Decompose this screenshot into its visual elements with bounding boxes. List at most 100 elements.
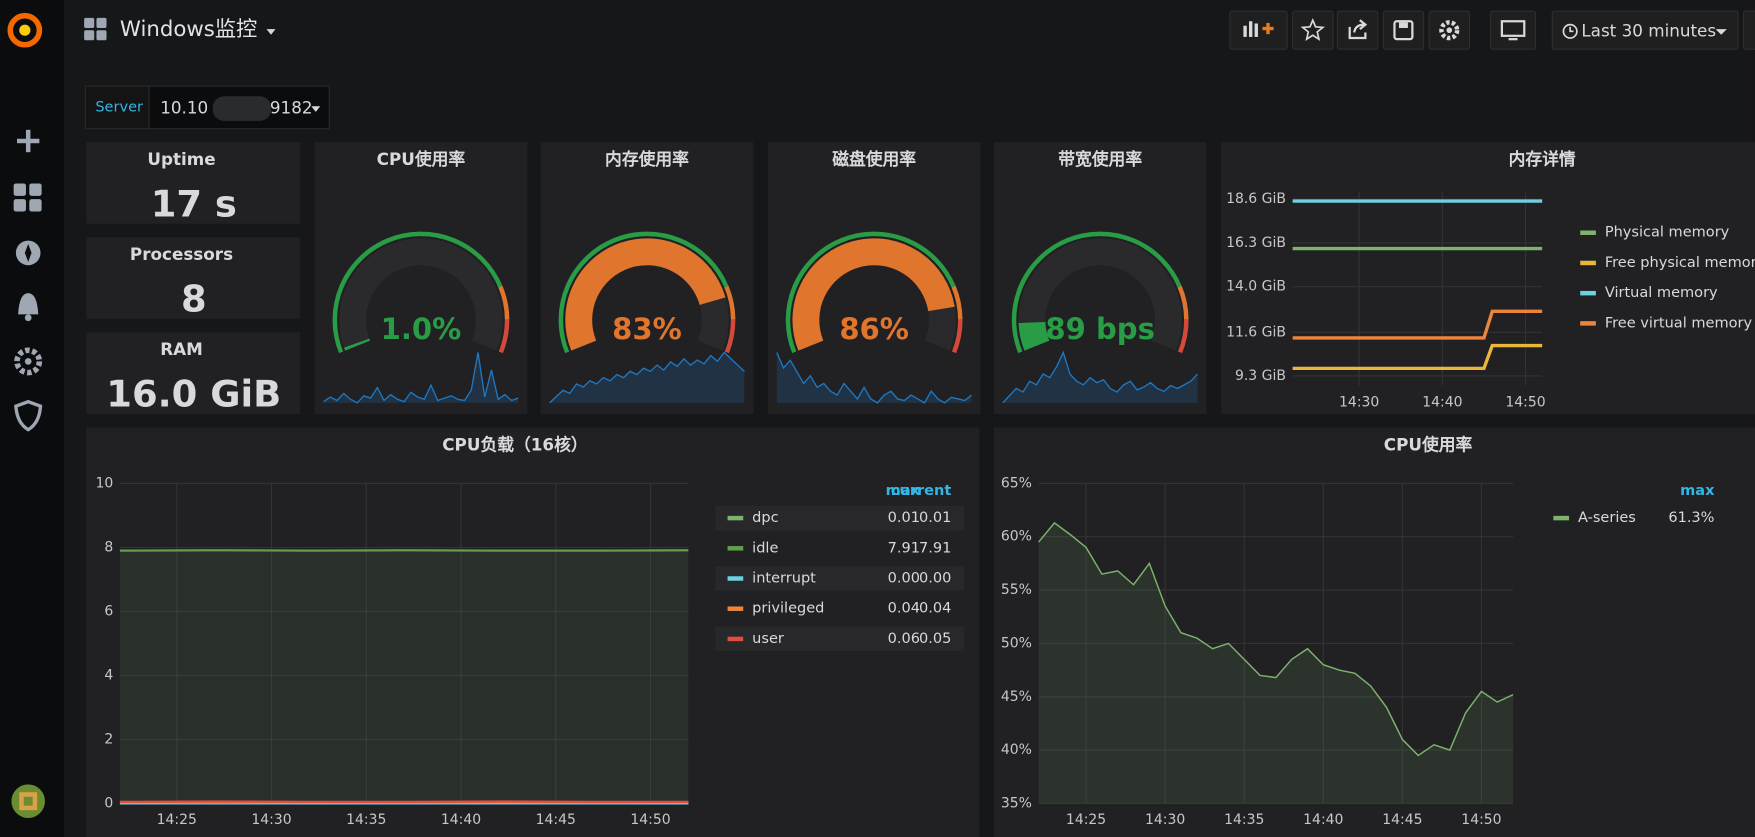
gauge-track [339,238,503,351]
config-icon[interactable] [14,347,43,376]
legend-label[interactable]: interrupt [752,571,816,587]
y-tick-label: 2 [104,731,113,747]
legend-swatch [1580,230,1596,235]
legend-swatch [727,636,744,642]
y-tick-label: 6 [104,603,113,619]
panel-title: 内存详情 [1509,149,1576,169]
legend-swatch [1553,515,1570,521]
legend-label[interactable]: user [752,631,784,647]
x-tick-label: 14:30 [1339,394,1379,410]
x-tick-label: 14:50 [630,812,670,828]
server-variable[interactable]: Server 10.10 9182 [84,85,330,130]
dashboard-title[interactable]: Windows监控 [120,17,257,42]
threshold-arc [1011,231,1182,354]
legend-value: 0.00 [919,571,951,587]
stat-value: 16.0 GiB [106,373,281,416]
create-icon[interactable] [17,129,40,153]
legend-label[interactable]: idle [752,540,778,556]
legend-value: 0.01 [919,510,951,526]
y-tick-label: 35% [1001,795,1032,811]
legend-value: 7.91 [888,540,920,556]
sparkline [776,352,972,404]
time-picker[interactable]: Last 30 minutes [1551,10,1739,50]
x-tick-label: 14:30 [1145,812,1185,828]
dashboard-picker[interactable]: Windows监控 [84,17,276,42]
gauge-bar [792,238,955,351]
toolbar: Last 30 minutes [1229,10,1755,50]
legend-swatch [727,576,744,581]
gauge-value: 83% [612,312,682,346]
variable-value-start[interactable]: 10.10 [160,98,208,118]
legend-swatch [1580,290,1596,296]
panel [540,142,754,415]
sparkline [549,351,745,404]
legend-row [715,566,964,591]
panel-title: CPU使用率 [1384,434,1473,454]
legend-label[interactable]: A-series [1578,510,1636,526]
x-tick-label: 14:30 [251,812,291,828]
x-tick-label: 14:35 [1224,812,1264,828]
sparkline-area [1002,352,1198,403]
threshold-arc [498,285,510,320]
time-range[interactable]: Last 30 minutes [1581,20,1716,40]
gauge-value: 1.0% [381,312,462,346]
sparkline-area [549,352,745,403]
stat-title: Uptime [147,149,215,169]
legend-header: max [1680,483,1715,499]
legend-label[interactable]: Free physical memory [1605,255,1755,271]
sparkline-area [776,352,972,403]
panel-title: CPU使用率 [377,149,466,169]
alerting-icon[interactable] [18,293,39,322]
panel [86,332,301,415]
legend-value: 0.06 [888,631,920,647]
admin-icon[interactable] [14,399,43,432]
panel [767,142,981,415]
gauge-value: 89 bps [1045,312,1155,346]
redacted [212,96,272,121]
legend-header: max [886,483,921,499]
panel [993,142,1207,415]
legend-label[interactable]: Free virtual memory [1605,315,1753,331]
y-tick-label: 65% [1001,475,1032,491]
legend-label[interactable]: dpc [752,510,778,526]
panel [86,237,301,319]
legend-label[interactable]: Virtual memory [1605,285,1718,301]
y-tick-label: 18.6 GiB [1226,191,1286,207]
panel [86,142,301,224]
threshold-arc [785,231,956,354]
star-button[interactable] [1292,10,1334,50]
save-button[interactable] [1382,10,1425,50]
y-tick-label: 45% [1001,689,1032,705]
legend-label[interactable]: Physical memory [1605,225,1730,241]
x-tick-label: 14:50 [1461,812,1501,828]
settings-button[interactable] [1428,10,1471,50]
y-tick-label: 50% [1001,635,1032,651]
add-panel-button[interactable] [1229,10,1288,50]
y-tick-label: 4 [104,667,113,683]
x-tick-label: 14:50 [1505,394,1545,410]
dashboards-icon[interactable] [13,183,42,212]
refresh-button[interactable] [1743,10,1755,50]
y-tick-label: 16.3 GiB [1226,235,1286,251]
y-tick-label: 10 [95,475,113,491]
stat-value: 8 [181,278,207,321]
user-avatar[interactable] [11,784,45,818]
stat-value: 17 s [151,182,237,225]
sidebar [0,0,64,837]
threshold-arc [1177,319,1189,354]
y-tick-label: 14.0 GiB [1226,279,1286,295]
explore-icon[interactable] [15,240,41,266]
legend-swatch [1580,321,1596,326]
gauge-value: 86% [839,312,909,346]
grafana-logo[interactable] [7,12,43,48]
panel-title: 内存使用率 [605,149,689,169]
legend-label[interactable]: privileged [752,601,824,617]
variable-value-end[interactable]: 9182 [270,98,313,118]
share-button[interactable] [1336,10,1379,50]
legend-value: 7.91 [919,540,951,556]
tv-mode-button[interactable] [1490,10,1537,50]
sparkline-area [323,352,519,403]
x-tick-label: 14:45 [536,812,576,828]
